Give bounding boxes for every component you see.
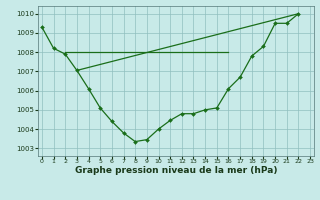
X-axis label: Graphe pression niveau de la mer (hPa): Graphe pression niveau de la mer (hPa): [75, 166, 277, 175]
